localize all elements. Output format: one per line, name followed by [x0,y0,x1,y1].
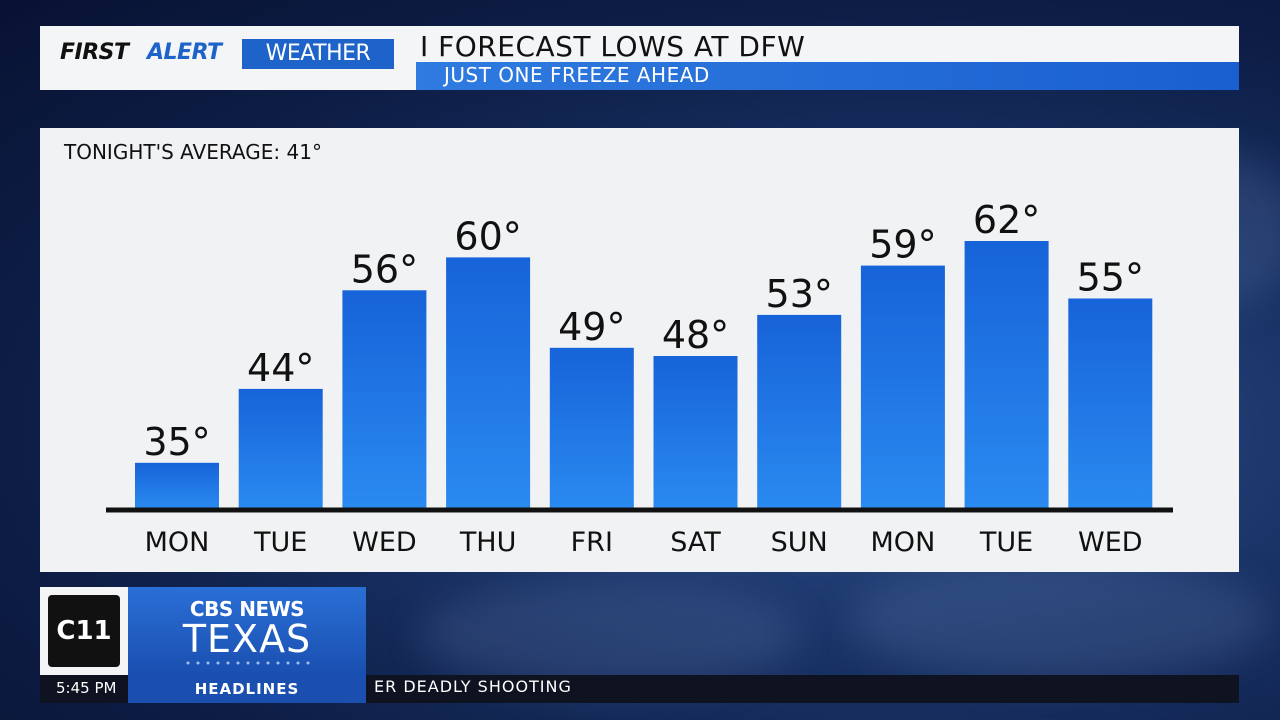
x-tick-label: TUE [979,527,1033,558]
ticker-text: ER DEADLY SHOOTING [374,677,572,696]
data-label: 55° [1077,256,1144,300]
chart-panel: TONIGHT'S AVERAGE: 41° 35° MON 44° TUE 56° WE… [40,128,1239,572]
bar-tue-1 [238,388,323,508]
background-cloud [850,560,1270,680]
data-label: 62° [973,198,1040,242]
x-tick-label: WED [1078,527,1143,558]
bar-sat-5 [653,356,738,508]
x-tick-label: TUE [253,527,307,558]
x-tick-label: FRI [571,527,613,558]
ticker-time: 5:45 PM [56,679,117,697]
network-name: CBS NEWS [189,597,305,621]
x-tick-label: MON [871,527,936,558]
bar-chart: 35° MON 44° TUE 56° WED 60° THU 49° FRI 48° SAT 53° S… [106,198,1173,558]
station-logo: C11 [40,587,128,675]
data-label: 56° [351,247,418,291]
station-logo-mark: C11 [48,595,120,667]
background-cloud [420,580,800,690]
chart-title: I FORECAST LOWS AT DFW [420,30,806,63]
brand-alert: ALERT [147,40,222,65]
bar-mon-7 [860,265,945,508]
x-tick-label: SUN [771,527,828,558]
graphic-header: FIRST ALERT WEATHER I FORECAST LOWS AT D… [40,26,1239,90]
ticker-label: HEADLINES [128,675,366,703]
tonights-average-label: TONIGHT'S AVERAGE: 41° [64,140,322,164]
x-tick-label: MON [145,527,210,558]
network-region: TEXAS [182,617,312,661]
data-label: 49° [558,305,625,349]
bar-wed-9 [1068,298,1153,508]
subtitle-bar [416,62,1239,90]
data-label: 60° [454,214,521,258]
news-ticker: 5:45 PM HEADLINES ER DEADLY SHOOTING [40,675,1239,703]
bar-fri-4 [549,347,634,508]
x-tick-label: SAT [670,527,721,558]
bar-sun-6 [757,314,842,508]
data-label: 48° [662,313,729,357]
brand-weather: WEATHER [242,39,394,69]
x-tick-label: THU [459,527,517,558]
bar-mon-0 [135,462,219,508]
bar-tue-8 [964,241,1049,508]
data-label: 35° [143,420,210,464]
bar-thu-3 [446,257,531,508]
x-tick-label: WED [352,527,417,558]
chart-subtitle: JUST ONE FREEZE AHEAD [444,63,710,87]
brand-first: FIRST [60,40,129,65]
data-label: 53° [766,272,833,316]
data-label: 44° [247,346,314,390]
data-label: 59° [869,223,936,267]
dots-decoration-icon [186,661,310,665]
network-branding: CBS NEWS TEXAS [128,587,366,675]
bar-wed-2 [342,290,427,508]
